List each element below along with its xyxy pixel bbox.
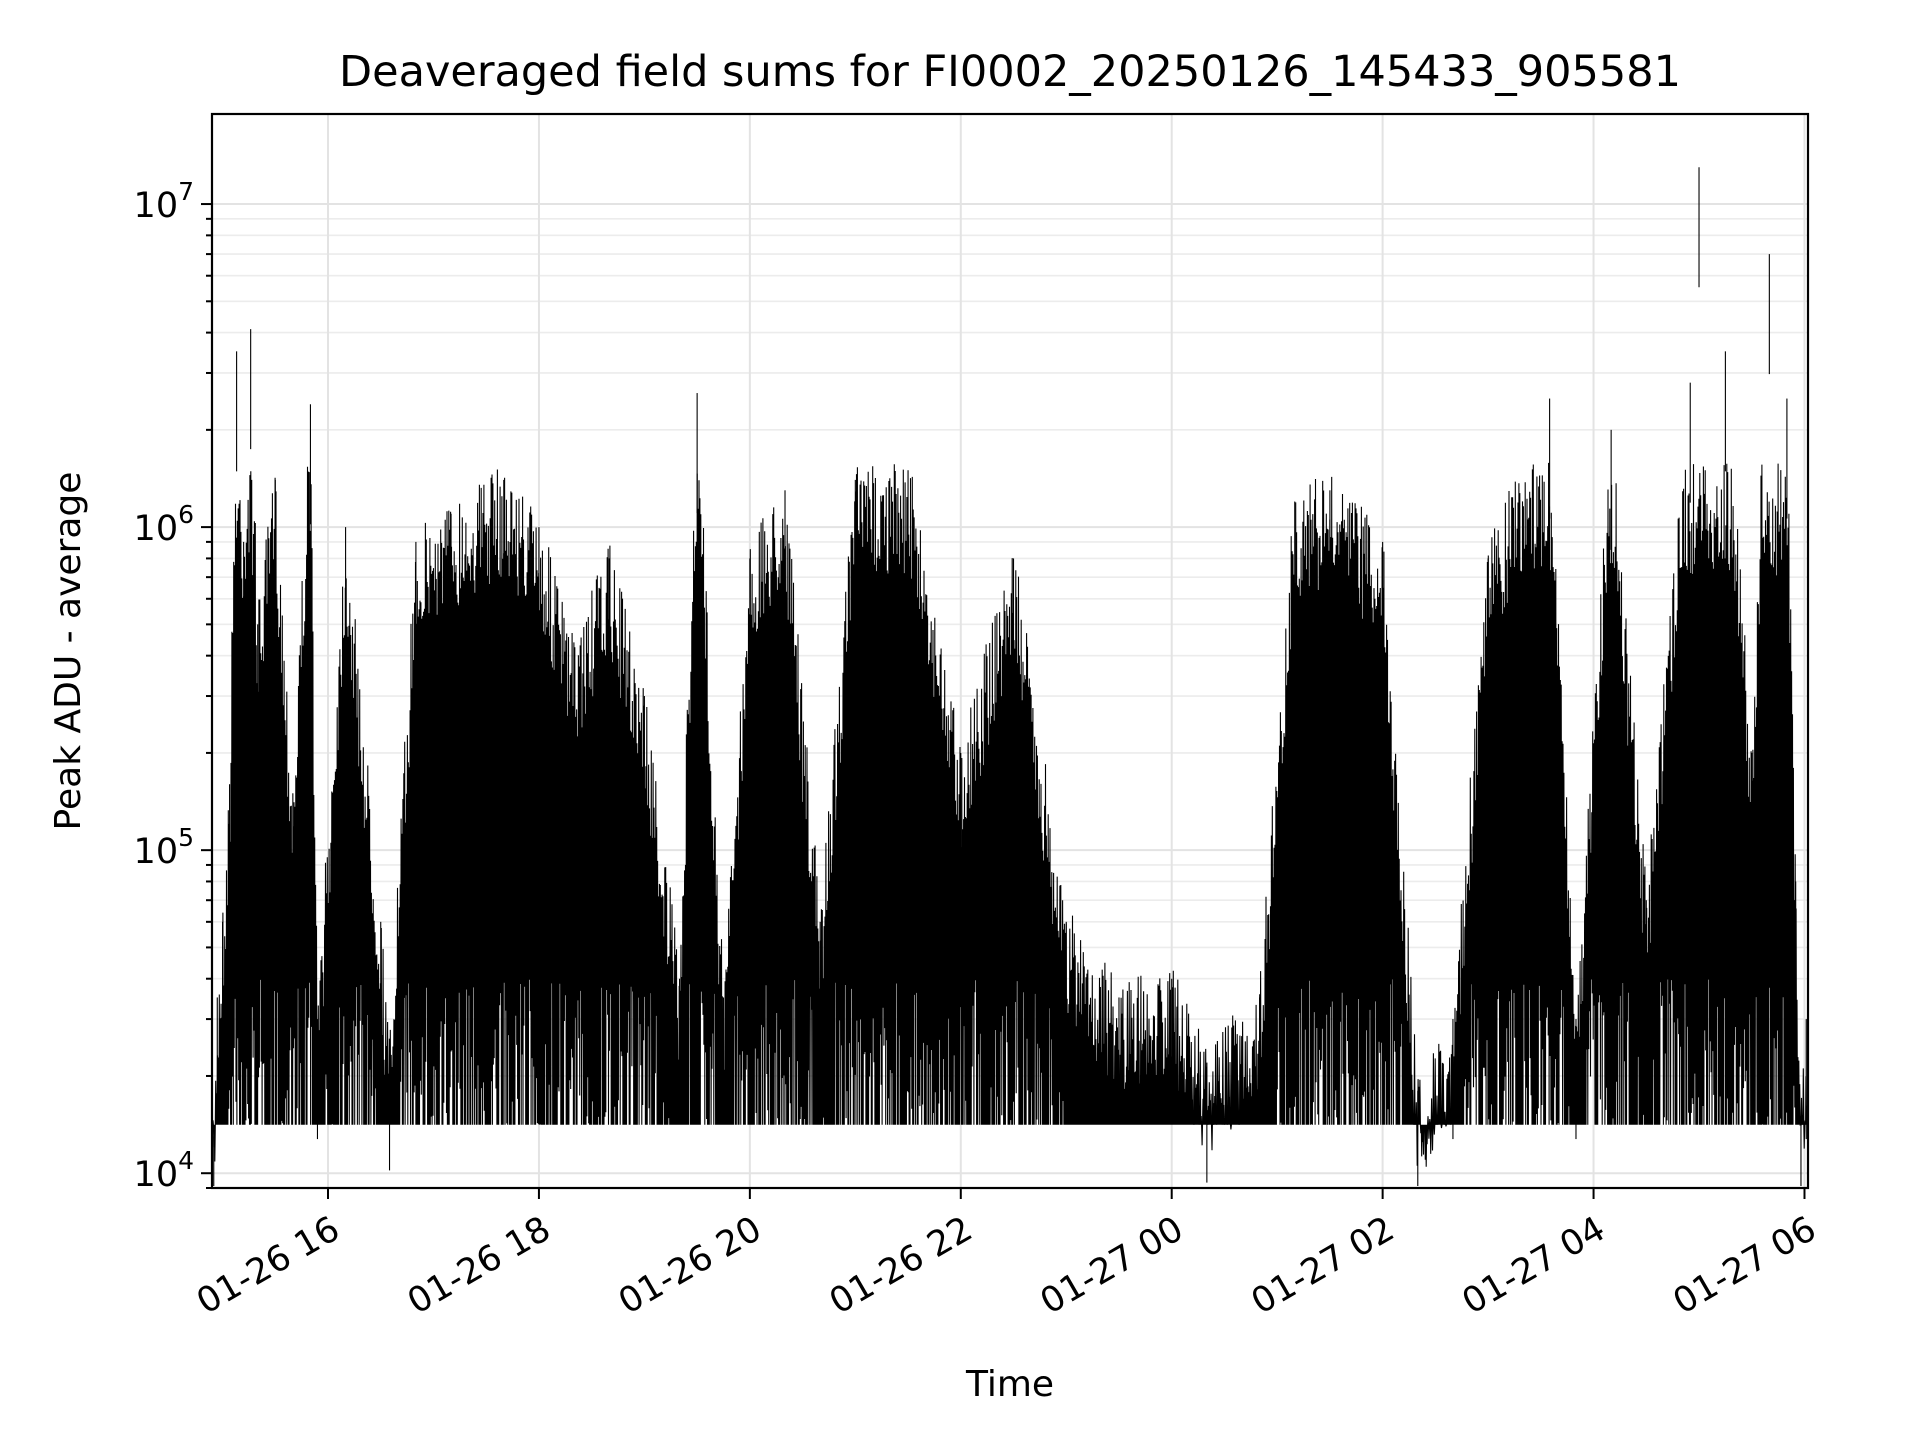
x-tick-label: 01-27 06: [1667, 1209, 1823, 1322]
y-tick-label: 105: [134, 823, 194, 872]
plot-frame: [210, 112, 1810, 1190]
y-axis-label: Peak ADU - average: [48, 472, 89, 831]
plot-area: [212, 167, 1808, 1186]
x-tick-label: 01-27 00: [1034, 1209, 1190, 1322]
x-axis-label: Time: [965, 1364, 1054, 1405]
y-tick-label: 104: [134, 1146, 194, 1195]
x-tick-label: 01-26 20: [612, 1209, 768, 1322]
series-line: [212, 462, 1808, 1167]
x-tick-label: 01-26 22: [823, 1209, 979, 1322]
x-tick-label: 01-27 02: [1245, 1209, 1401, 1322]
x-tick-label: 01-27 04: [1456, 1209, 1612, 1322]
y-tick-label: 106: [134, 500, 194, 549]
x-tick-label: 01-26 16: [190, 1209, 346, 1322]
y-tick-label: 107: [134, 177, 194, 226]
x-tick-label: 01-26 18: [401, 1209, 557, 1322]
chart-title: Deaveraged field sums for FI0002_2025012…: [339, 47, 1681, 97]
